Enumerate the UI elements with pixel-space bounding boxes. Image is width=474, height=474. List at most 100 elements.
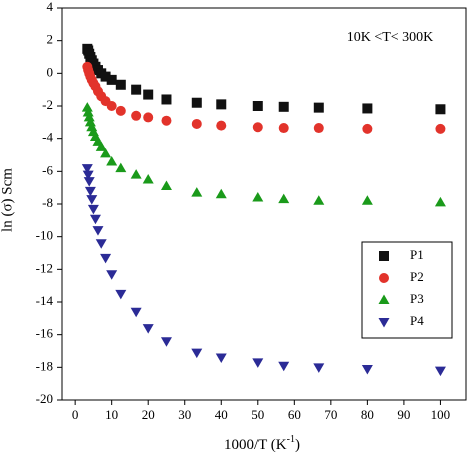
- marker: [92, 226, 104, 236]
- marker: [216, 120, 227, 131]
- marker: [83, 177, 95, 187]
- marker: [106, 270, 118, 280]
- marker: [191, 118, 202, 129]
- marker: [378, 318, 390, 328]
- x-tick-label: 20: [142, 407, 155, 422]
- marker: [115, 289, 127, 300]
- marker: [161, 94, 172, 105]
- marker: [215, 353, 227, 364]
- marker: [115, 105, 126, 116]
- y-tick-label: -10: [36, 228, 53, 243]
- marker: [115, 162, 127, 173]
- y-tick-label: 0: [47, 64, 54, 79]
- y-tick-label: -6: [42, 162, 53, 177]
- marker: [130, 307, 142, 318]
- marker: [83, 111, 95, 122]
- plot-frame: [61, 7, 467, 401]
- y-tick-label: -2: [42, 97, 53, 112]
- marker: [100, 253, 112, 264]
- marker: [313, 102, 324, 113]
- marker: [378, 294, 390, 304]
- legend-label: P2: [410, 269, 424, 284]
- marker: [89, 214, 101, 225]
- marker: [160, 180, 172, 191]
- legend-label: P1: [410, 247, 424, 262]
- marker: [95, 141, 107, 151]
- marker: [82, 170, 94, 181]
- marker: [252, 122, 263, 133]
- marker: [86, 195, 98, 205]
- marker: [252, 358, 264, 368]
- x-tick-label: 40: [215, 407, 228, 422]
- marker: [131, 110, 142, 121]
- y-tick-label: -16: [36, 326, 54, 341]
- marker: [278, 361, 290, 372]
- y-tick-label: -18: [36, 358, 53, 373]
- marker: [278, 101, 289, 112]
- marker: [191, 187, 203, 197]
- marker: [131, 84, 142, 95]
- marker: [81, 102, 93, 112]
- y-tick-label: 4: [47, 0, 54, 14]
- y-tick-label: -20: [36, 391, 53, 406]
- marker: [379, 273, 389, 283]
- marker: [215, 188, 227, 199]
- marker: [87, 204, 99, 215]
- marker: [216, 99, 227, 110]
- y-tick-label: -8: [42, 195, 53, 210]
- x-tick-label: 100: [431, 407, 451, 422]
- x-label-end: ): [295, 437, 300, 453]
- x-tick-label: 0: [72, 407, 79, 422]
- marker: [434, 196, 446, 207]
- x-tick-label: 70: [324, 407, 337, 422]
- marker: [160, 337, 172, 347]
- marker: [143, 112, 154, 123]
- marker: [362, 103, 373, 114]
- x-tick-label: 90: [397, 407, 410, 422]
- legend-box: [361, 241, 453, 339]
- x-tick-label: 60: [288, 407, 301, 422]
- marker: [161, 115, 172, 126]
- marker: [84, 116, 96, 127]
- marker: [106, 156, 118, 166]
- marker: [100, 147, 112, 158]
- y-tick-label: -12: [36, 260, 53, 275]
- marker: [361, 195, 373, 205]
- marker: [434, 366, 446, 377]
- marker: [435, 123, 446, 134]
- marker: [81, 164, 93, 174]
- x-tick-label: 30: [178, 407, 191, 422]
- marker: [278, 193, 290, 204]
- x-tick-label: 50: [251, 407, 264, 422]
- marker: [143, 89, 154, 100]
- y-tick-label: -14: [36, 293, 54, 308]
- marker: [361, 364, 373, 375]
- x-label-sup: -1: [287, 434, 295, 445]
- marker: [362, 123, 373, 134]
- marker: [106, 101, 117, 111]
- marker: [191, 348, 203, 359]
- y-tick-label: -4: [42, 130, 53, 145]
- annotation: 10K <T< 300K: [347, 30, 434, 45]
- x-label-main: 1000/T (K: [224, 437, 287, 453]
- marker: [252, 191, 264, 202]
- marker: [115, 79, 126, 90]
- marker: [100, 71, 111, 82]
- marker: [435, 104, 446, 115]
- x-tick-label: 80: [361, 407, 374, 422]
- marker: [278, 123, 289, 134]
- marker: [379, 251, 389, 261]
- y-axis-label: ln (σ) Scm: [0, 168, 15, 232]
- marker: [130, 169, 142, 179]
- marker: [142, 174, 154, 184]
- marker: [313, 363, 325, 373]
- marker: [313, 195, 325, 205]
- marker: [84, 186, 96, 197]
- marker: [82, 107, 94, 117]
- legend-label: P4: [410, 313, 424, 328]
- x-axis-label: 1000/T (K-1): [224, 434, 300, 453]
- marker: [95, 239, 107, 249]
- y-tick-label: 2: [47, 32, 54, 47]
- marker: [252, 101, 263, 111]
